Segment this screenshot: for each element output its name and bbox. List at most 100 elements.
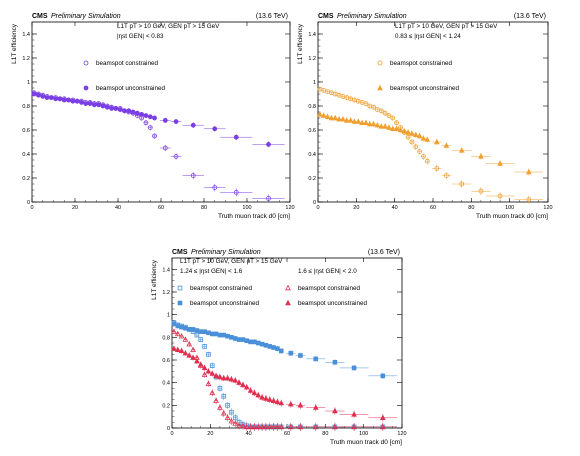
- series-2: [31, 91, 285, 148]
- cms-label: CMS: [32, 13, 48, 20]
- data-point: [221, 332, 227, 338]
- y-tick-label: 0: [27, 200, 30, 206]
- annotation: 1.6 ≤ |ηst GEN| < 2.0: [298, 268, 357, 275]
- data-point: [297, 402, 304, 408]
- data-point: [143, 120, 149, 126]
- data-point: [312, 423, 319, 430]
- data-point: [255, 423, 262, 430]
- series-3: [171, 328, 398, 431]
- data-point: [320, 112, 327, 118]
- data-point: [424, 136, 431, 142]
- data-point: [194, 328, 200, 333]
- data-point: [243, 423, 250, 430]
- legend-marker: [177, 285, 183, 291]
- data-point: [225, 333, 230, 339]
- data-point: [236, 379, 242, 385]
- y-tick-label: 0.6: [22, 128, 30, 134]
- data-point: [113, 106, 119, 111]
- data-point: [351, 365, 357, 371]
- data-point: [178, 332, 185, 339]
- data-point: [186, 340, 193, 347]
- series-4: [171, 345, 398, 422]
- data-point: [390, 115, 396, 121]
- data-point: [74, 98, 80, 104]
- annotation: L1T pT > 10 GeV, GEN pT > 15 GeV: [395, 23, 498, 30]
- legend-entry: beamspot unconstrained: [190, 300, 259, 307]
- data-point: [421, 153, 426, 159]
- x-tick-label: 120: [397, 431, 406, 437]
- data-point: [229, 335, 234, 340]
- data-point: [526, 197, 532, 203]
- plot-frame: [317, 21, 549, 203]
- x-tick-label: 40: [115, 205, 121, 211]
- data-point: [232, 336, 238, 341]
- chart-panel-2: 0 20 40 60 80 100 120 0 0.2 0.4 0.6 0.8 1 1.2 1.4 CMS Pr…: [297, 13, 553, 220]
- data-point: [179, 324, 184, 330]
- data-point: [244, 338, 250, 344]
- legend-entry: beamspot constrained: [390, 60, 452, 67]
- y-tick-label: 1: [167, 313, 170, 319]
- data-point: [363, 119, 369, 125]
- data-point: [48, 95, 54, 100]
- annotation: 1.24 ≤ |ηst GEN| < 1.6: [180, 268, 243, 275]
- data-point: [271, 345, 276, 350]
- y-tick-label: 1: [313, 80, 316, 86]
- data-point: [152, 133, 157, 139]
- data-point: [104, 104, 110, 110]
- data-point: [205, 368, 212, 374]
- data-point: [186, 327, 192, 332]
- x-tick-label: 20: [353, 205, 359, 211]
- data-point: [213, 331, 219, 337]
- data-point: [96, 102, 102, 108]
- y-tick-label: 0.8: [162, 335, 170, 341]
- data-point: [389, 125, 396, 132]
- data-point: [206, 330, 211, 336]
- legend-marker: [177, 300, 183, 306]
- legend-entry: beamspot constrained: [190, 285, 252, 292]
- data-point: [378, 123, 385, 129]
- y-tick-label: 1.2: [22, 56, 30, 62]
- data-point: [213, 372, 219, 379]
- data-point: [240, 381, 246, 388]
- data-point: [525, 168, 532, 175]
- data-point: [57, 96, 63, 102]
- data-point: [263, 342, 269, 348]
- data-point: [224, 374, 231, 381]
- y-tick-label: 1.4: [308, 32, 316, 38]
- data-point: [478, 153, 484, 159]
- data-point: [359, 119, 365, 125]
- data-point: [433, 138, 440, 145]
- x-tick-label: 40: [246, 431, 252, 437]
- energy-label: (13.6 TeV): [368, 249, 400, 256]
- y-tick-label: 0: [167, 426, 170, 432]
- data-point: [444, 173, 449, 179]
- data-point: [263, 395, 269, 401]
- data-point: [324, 113, 331, 119]
- x-axis-label: Truth muon track d0 [cm]: [218, 213, 290, 220]
- x-tick-label: 80: [322, 431, 328, 437]
- data-point: [206, 352, 211, 357]
- data-point: [243, 383, 250, 390]
- y-tick-label: 1.2: [162, 290, 170, 296]
- data-point: [332, 114, 339, 121]
- data-point: [109, 106, 114, 111]
- data-point: [379, 423, 386, 430]
- energy-label: (13.6 TeV): [256, 13, 288, 20]
- data-point: [173, 153, 179, 159]
- data-point: [247, 387, 254, 393]
- data-point: [53, 96, 59, 102]
- y-tick-label: 0.4: [308, 152, 316, 158]
- data-point: [183, 325, 188, 331]
- annotation: 0.83 ≤ |ηst GEN| < 1.24: [395, 33, 461, 40]
- data-point: [259, 341, 265, 347]
- data-point: [248, 339, 253, 345]
- data-point: [217, 386, 223, 391]
- data-point: [162, 118, 168, 123]
- data-point: [252, 339, 257, 345]
- x-tick-label: 100: [242, 205, 251, 211]
- legend-entry: beamspot unconstrained: [298, 300, 367, 307]
- data-point: [240, 422, 246, 428]
- plot-frame: [31, 21, 291, 203]
- data-point: [194, 357, 200, 364]
